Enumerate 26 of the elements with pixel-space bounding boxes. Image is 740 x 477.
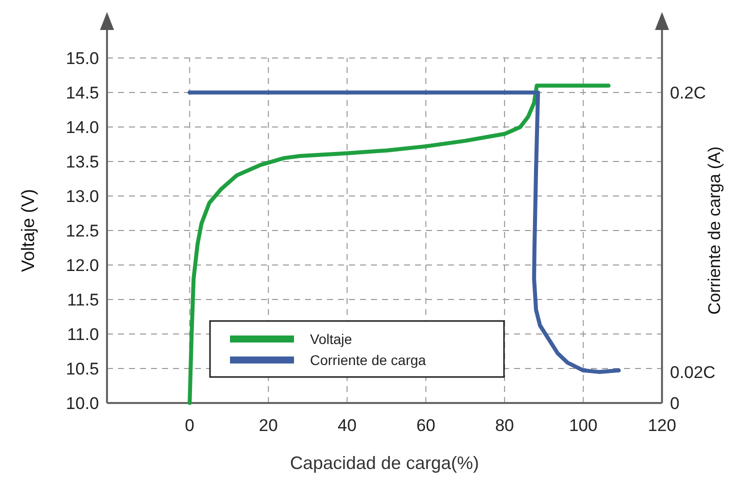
y-tick-label: 12.5 [66,222,99,240]
y-tick-label: 10.0 [66,394,99,413]
y-tick-label: 14.5 [66,84,99,102]
y2-tick-label: 0 [670,394,680,413]
x-axis-title: Capacidad de carga(%) [290,453,480,473]
y-tick-label: 15.0 [66,49,99,68]
y-tick-label: 14.0 [66,118,99,137]
y-tick-label: 11.0 [67,325,99,344]
y-tick-label: 11.5 [67,290,99,310]
y2-axis-title: Corriente de carga (A) [705,146,724,315]
x-tick-label: 40 [338,416,357,435]
y-tick-label: 13.5 [66,152,99,172]
x-tick-label: 20 [258,416,278,435]
y2-tick-label: 0.2C [670,83,706,102]
x-tick-label: 0 [184,416,194,435]
y-tick-label: 10.5 [66,360,99,378]
legend-label: Voltaje [310,331,352,347]
x-tick-label: 120 [648,416,676,435]
x-tick-label: 60 [416,416,436,435]
legend-label: Corriente de carga [310,352,426,368]
x-tick-label: 80 [495,416,514,435]
y-axis-title: Voltaje (V) [18,188,38,272]
y2-tick-label: 0.02C [670,362,716,382]
y-tick-label: 12.0 [66,256,99,275]
x-tick-label: 100 [569,416,598,435]
y-tick-label: 13.0 [66,187,99,206]
